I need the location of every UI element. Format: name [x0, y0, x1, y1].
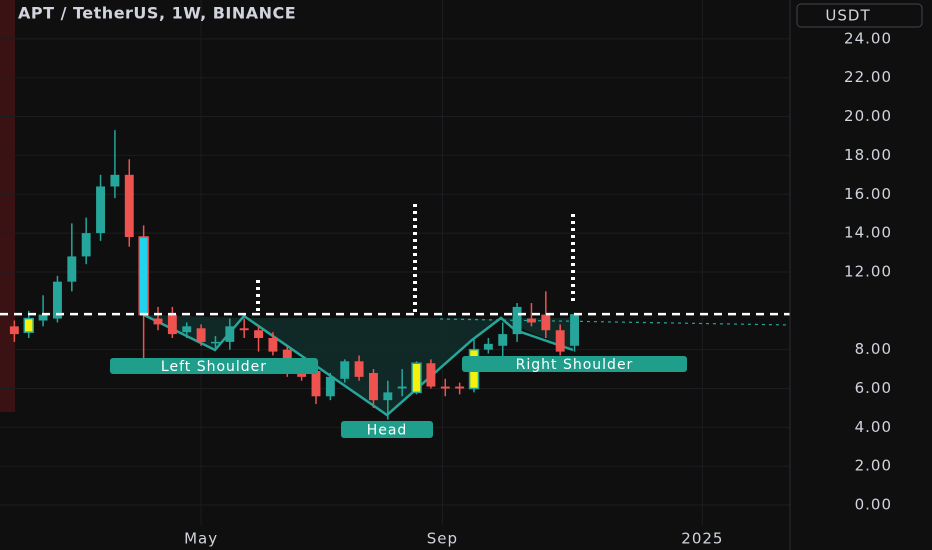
- candle-body: [455, 386, 465, 389]
- annotation-box: [341, 421, 433, 438]
- candle-body: [369, 372, 378, 401]
- candle-body: [483, 343, 493, 350]
- y-tick-label: 4.00: [855, 418, 892, 436]
- x-tick-label: 2025: [681, 530, 723, 548]
- y-tick-label: 6.00: [855, 379, 892, 397]
- candle-body: [67, 256, 77, 282]
- y-tick-label: 20.00: [844, 107, 892, 125]
- annotation-label: Right Shoulder: [516, 357, 634, 373]
- left-highlight: [0, 0, 15, 412]
- candle-body: [110, 174, 120, 187]
- axis-labels: 0.00 2.00 4.00 6.00 8.00 12.00 14.00 16.00 18.00…: [844, 29, 892, 514]
- candle-body: [555, 330, 565, 352]
- candle-body: [225, 326, 235, 342]
- annotation-label: Left Shoulder: [161, 359, 267, 375]
- x-tick-label: Sep: [427, 530, 458, 548]
- x-tick-label: May: [184, 530, 218, 548]
- y-tick-label: 24.00: [844, 29, 892, 47]
- y-tick-label: 16.00: [844, 185, 892, 203]
- candle-body: [570, 314, 579, 346]
- currency: USDT: [825, 7, 870, 25]
- candle-body: [541, 314, 551, 331]
- currency-button[interactable]: [796, 3, 923, 28]
- candle-body: [182, 326, 192, 333]
- candle-body: [138, 236, 149, 316]
- annotation-box: [462, 356, 687, 372]
- annotation-label: Head: [367, 423, 408, 439]
- y-tick-label: 18.00: [844, 146, 892, 164]
- candle-body: [340, 361, 350, 379]
- chart-title: APT / TetherUS, 1W, BINANCE: [18, 4, 296, 23]
- candle-body: [440, 386, 450, 389]
- y-tick-label: 22.00: [844, 68, 892, 86]
- price-axis: [790, 0, 932, 550]
- candle-body: [254, 330, 263, 338]
- candle-body: [9, 326, 19, 335]
- y-tick-label: 2.00: [855, 457, 892, 475]
- candle-body: [53, 281, 62, 319]
- candle-body: [397, 386, 407, 389]
- candle-body: [239, 328, 249, 331]
- candle-body: [311, 371, 321, 397]
- candle-body: [498, 334, 508, 346]
- candle-body: [153, 318, 163, 325]
- candle-body: [268, 338, 278, 352]
- y-tick-label: 14.00: [844, 224, 892, 242]
- candle-body: [167, 314, 177, 335]
- candle-body: [38, 314, 48, 321]
- candle-body: [96, 186, 105, 234]
- neckline: [439, 318, 791, 326]
- candle-body: [124, 174, 134, 237]
- candles: [9, 130, 579, 420]
- candle-body: [512, 306, 522, 335]
- candle-body: [211, 341, 220, 344]
- candle-body: [527, 318, 536, 323]
- candle-body: [354, 361, 364, 377]
- y-tick-label: 0.00: [855, 496, 892, 514]
- y-tick-label: 12.00: [844, 262, 892, 280]
- y-tick-label: 8.00: [855, 340, 892, 358]
- candle-body: [383, 392, 393, 401]
- candle-body: [411, 362, 422, 394]
- candle-body: [426, 363, 436, 387]
- candle-body: [196, 328, 206, 342]
- candle-body: [297, 372, 307, 377]
- candle-body: [325, 376, 335, 397]
- annotation-box: [110, 358, 318, 374]
- candle-body: [23, 317, 34, 333]
- candle-body: [81, 233, 91, 257]
